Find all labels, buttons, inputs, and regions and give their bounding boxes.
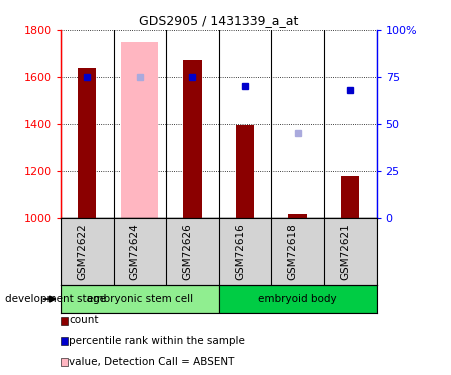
Title: GDS2905 / 1431339_a_at: GDS2905 / 1431339_a_at [139, 15, 299, 27]
Bar [219, 285, 377, 313]
Text: value, Detection Call = ABSENT: value, Detection Call = ABSENT [69, 357, 235, 367]
Text: GSM72624: GSM72624 [130, 223, 140, 280]
Text: count: count [69, 315, 99, 326]
Text: GSM72621: GSM72621 [340, 223, 350, 280]
Bar [61, 285, 219, 313]
Bar [121, 42, 158, 218]
Bar [78, 68, 97, 218]
Text: GSM72626: GSM72626 [182, 223, 193, 280]
Text: GSM72618: GSM72618 [288, 223, 298, 280]
Text: GSM72622: GSM72622 [77, 223, 87, 280]
Text: GSM72616: GSM72616 [235, 223, 245, 280]
Text: embryoid body: embryoid body [258, 294, 337, 304]
Text: embryonic stem cell: embryonic stem cell [87, 294, 193, 304]
Bar [289, 214, 307, 217]
Text: percentile rank within the sample: percentile rank within the sample [69, 336, 245, 346]
Bar [183, 60, 202, 217]
Text: development stage: development stage [5, 294, 106, 304]
Bar [341, 177, 359, 218]
Bar [236, 125, 254, 217]
